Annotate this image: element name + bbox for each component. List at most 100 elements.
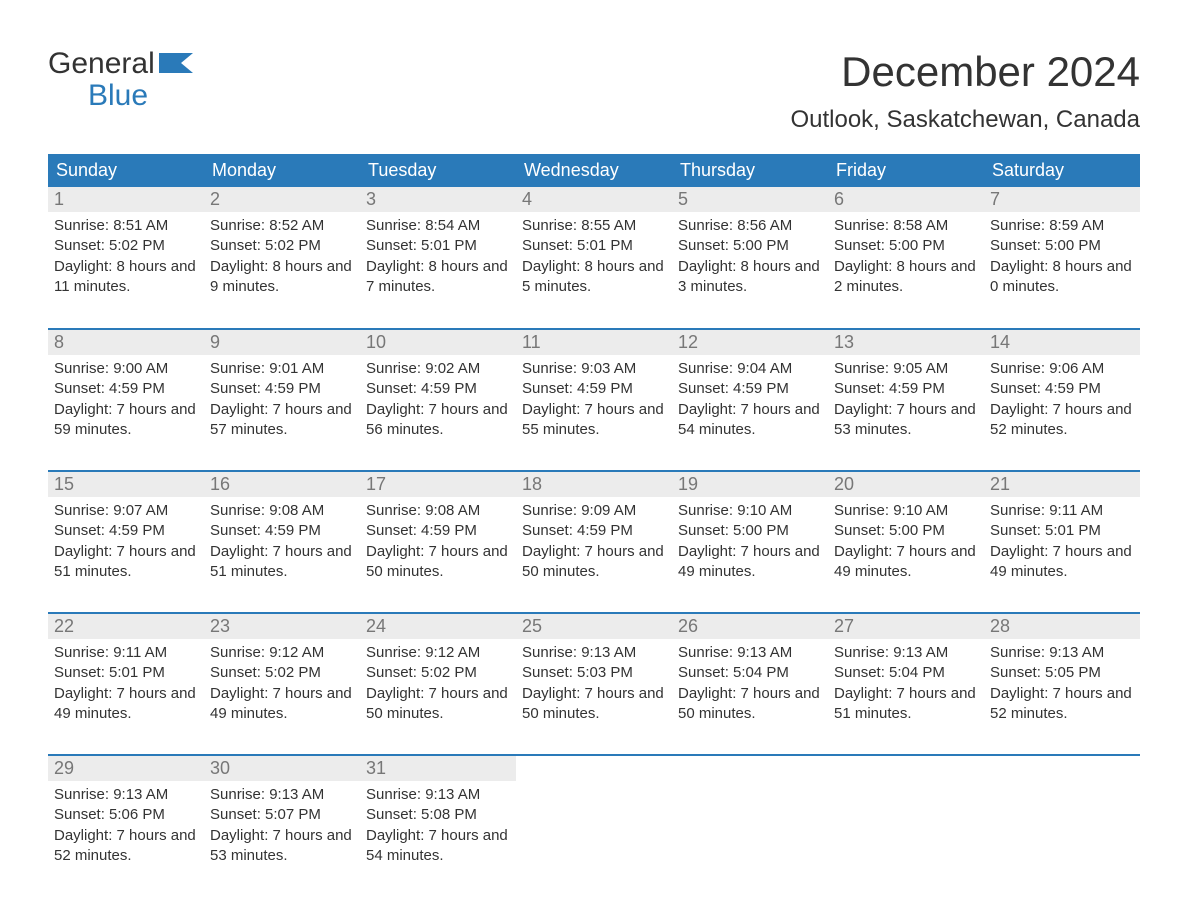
sunrise-line: Sunrise: 9:07 AM <box>54 501 198 521</box>
brand-logo: General Blue <box>48 48 193 111</box>
daylight-line: Daylight: 7 hours and 49 minutes. <box>54 684 198 725</box>
sunset-line: Sunset: 5:04 PM <box>834 663 978 683</box>
sunset-line: Sunset: 4:59 PM <box>210 521 354 541</box>
sunset-line: Sunset: 4:59 PM <box>366 379 510 399</box>
sunset-value: 4:59 PM <box>421 522 477 539</box>
sunset-line: Sunset: 5:00 PM <box>834 521 978 541</box>
calendar-cell: .. <box>516 755 672 897</box>
weekday-header: Wednesday <box>516 154 672 187</box>
calendar-cell: 8 Sunrise: 9:00 AMSunset: 4:59 PMDaylight… <box>48 329 204 471</box>
daylight-line: Daylight: 7 hours and 49 minutes. <box>210 684 354 725</box>
sunrise-value: 8:54 AM <box>425 217 480 234</box>
day-number: 10 <box>360 330 516 355</box>
sunset-value: 4:59 PM <box>577 522 633 539</box>
day-number: 7 <box>984 187 1140 212</box>
sunrise-value: 9:06 AM <box>1049 360 1104 377</box>
daylight-line: Daylight: 7 hours and 51 minutes. <box>210 542 354 583</box>
calendar-cell: 18Sunrise: 9:09 AMSunset: 4:59 PMDayligh… <box>516 471 672 613</box>
daylight-value: 7 hours and 51 minutes. <box>834 685 976 722</box>
day-number: 5 <box>672 187 828 212</box>
sunrise-line: Sunrise: 9:13 AM <box>54 785 198 805</box>
day-number: 29 <box>48 756 204 781</box>
daylight-line: Daylight: 7 hours and 54 minutes. <box>366 826 510 867</box>
daylight-line: Daylight: 7 hours and 57 minutes. <box>210 400 354 441</box>
daylight-value: 7 hours and 57 minutes. <box>210 401 352 438</box>
sunset-value: 4:59 PM <box>109 380 165 397</box>
sunrise-value: 9:00 AM <box>113 360 168 377</box>
sunrise-value: 9:05 AM <box>893 360 948 377</box>
sunrise-line: Sunrise: 8:51 AM <box>54 216 198 236</box>
daylight-line: Daylight: 7 hours and 50 minutes. <box>366 684 510 725</box>
day-body: Sunrise: 9:01 AMSunset: 4:59 PMDaylight:… <box>204 355 360 444</box>
sunset-value: 5:08 PM <box>421 806 477 823</box>
sunrise-value: 9:12 AM <box>269 644 324 661</box>
day-body: Sunrise: 9:13 AMSunset: 5:08 PMDaylight:… <box>360 781 516 870</box>
sunrise-value: 9:13 AM <box>425 786 480 803</box>
calendar-cell: 23Sunrise: 9:12 AMSunset: 5:02 PMDayligh… <box>204 613 360 755</box>
daylight-value: 7 hours and 49 minutes. <box>678 543 820 580</box>
day-number: 27 <box>828 614 984 639</box>
sunrise-line: Sunrise: 9:01 AM <box>210 359 354 379</box>
day-body: Sunrise: 9:02 AMSunset: 4:59 PMDaylight:… <box>360 355 516 444</box>
sunset-line: Sunset: 5:05 PM <box>990 663 1134 683</box>
sunrise-value: 8:51 AM <box>113 217 168 234</box>
sunset-line: Sunset: 4:59 PM <box>54 379 198 399</box>
daylight-line: Daylight: 7 hours and 52 minutes. <box>54 826 198 867</box>
daylight-value: 7 hours and 50 minutes. <box>522 543 664 580</box>
weekday-header: Monday <box>204 154 360 187</box>
calendar-cell: 6Sunrise: 8:58 AMSunset: 5:00 PMDaylight… <box>828 187 984 329</box>
sunrise-value: 9:10 AM <box>737 502 792 519</box>
daylight-line: Daylight: 7 hours and 50 minutes. <box>522 542 666 583</box>
day-number: 17 <box>360 472 516 497</box>
day-number: 9 <box>204 330 360 355</box>
daylight-line: Daylight: 7 hours and 53 minutes. <box>834 400 978 441</box>
sunrise-value: 9:02 AM <box>425 360 480 377</box>
weekday-header: Friday <box>828 154 984 187</box>
sunset-value: 5:07 PM <box>265 806 321 823</box>
sunrise-value: 9:10 AM <box>893 502 948 519</box>
sunset-line: Sunset: 5:02 PM <box>54 236 198 256</box>
calendar-cell: 31Sunrise: 9:13 AMSunset: 5:08 PMDayligh… <box>360 755 516 897</box>
sunset-line: Sunset: 4:59 PM <box>834 379 978 399</box>
daylight-value: 7 hours and 50 minutes. <box>366 685 508 722</box>
sunrise-value: 9:13 AM <box>113 786 168 803</box>
sunset-value: 4:59 PM <box>265 522 321 539</box>
daylight-line: Daylight: 7 hours and 53 minutes. <box>210 826 354 867</box>
sunrise-line: Sunrise: 9:08 AM <box>366 501 510 521</box>
sunset-value: 5:00 PM <box>889 237 945 254</box>
daylight-line: Daylight: 7 hours and 54 minutes. <box>678 400 822 441</box>
sunrise-line: Sunrise: 9:05 AM <box>834 359 978 379</box>
sunrise-line: Sunrise: 9:00 AM <box>54 359 198 379</box>
daylight-line: Daylight: 7 hours and 59 minutes. <box>54 400 198 441</box>
title-block: December 2024 Outlook, Saskatchewan, Can… <box>790 48 1140 134</box>
calendar-cell: .. <box>984 755 1140 897</box>
day-body: Sunrise: 9:13 AMSunset: 5:06 PMDaylight:… <box>48 781 204 870</box>
sunrise-value: 8:56 AM <box>737 217 792 234</box>
sunset-line: Sunset: 5:00 PM <box>678 236 822 256</box>
sunrise-line: Sunrise: 8:52 AM <box>210 216 354 236</box>
sunset-value: 5:02 PM <box>265 237 321 254</box>
sunrise-value: 9:07 AM <box>113 502 168 519</box>
day-number: 12 <box>672 330 828 355</box>
sunset-value: 4:59 PM <box>733 380 789 397</box>
day-number: 22 <box>48 614 204 639</box>
sunrise-line: Sunrise: 9:09 AM <box>522 501 666 521</box>
weekday-header: Saturday <box>984 154 1140 187</box>
daylight-line: Daylight: 8 hours and 3 minutes. <box>678 257 822 298</box>
calendar-week: 29Sunrise: 9:13 AMSunset: 5:06 PMDayligh… <box>48 755 1140 897</box>
sunrise-value: 9:13 AM <box>893 644 948 661</box>
sunrise-value: 9:13 AM <box>269 786 324 803</box>
day-number: 8 <box>48 330 204 355</box>
sunrise-value: 9:04 AM <box>737 360 792 377</box>
sunset-line: Sunset: 5:04 PM <box>678 663 822 683</box>
sunrise-value: 9:03 AM <box>581 360 636 377</box>
sunrise-line: Sunrise: 8:54 AM <box>366 216 510 236</box>
daylight-value: 7 hours and 50 minutes. <box>678 685 820 722</box>
sunrise-value: 9:13 AM <box>737 644 792 661</box>
calendar-cell: 24Sunrise: 9:12 AMSunset: 5:02 PMDayligh… <box>360 613 516 755</box>
calendar-cell: 12Sunrise: 9:04 AMSunset: 4:59 PMDayligh… <box>672 329 828 471</box>
day-body: Sunrise: 8:56 AMSunset: 5:00 PMDaylight:… <box>672 212 828 301</box>
calendar-head: SundayMondayTuesdayWednesdayThursdayFrid… <box>48 154 1140 187</box>
day-body: Sunrise: 9:13 AMSunset: 5:04 PMDaylight:… <box>672 639 828 728</box>
sunset-value: 4:59 PM <box>1045 380 1101 397</box>
